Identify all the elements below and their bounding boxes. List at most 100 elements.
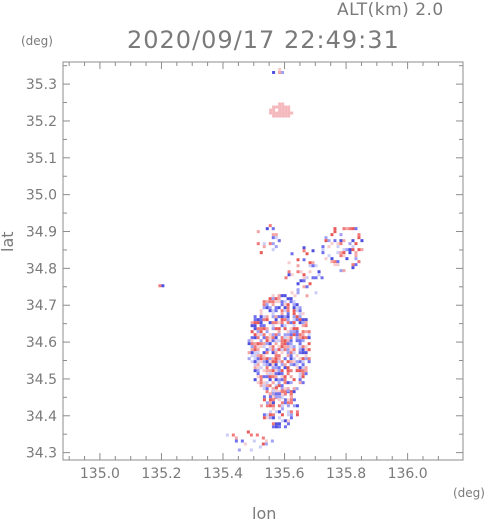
echo-point xyxy=(252,439,256,443)
echo-point xyxy=(277,425,281,429)
echo-point xyxy=(289,375,293,379)
echo-point xyxy=(301,318,305,322)
echo-point xyxy=(264,442,268,446)
echo-point xyxy=(253,324,257,328)
echo-point xyxy=(305,294,309,298)
echo-point xyxy=(289,410,293,414)
echo-point xyxy=(253,360,257,364)
echo-point xyxy=(298,357,302,361)
echo-point xyxy=(290,273,294,277)
echo-point xyxy=(330,257,334,261)
echo-point xyxy=(277,297,281,301)
echo-point xyxy=(271,300,275,304)
echo-point xyxy=(274,384,278,388)
echo-point xyxy=(274,297,278,301)
echo-point xyxy=(277,239,281,243)
echo-point xyxy=(271,345,275,349)
echo-point xyxy=(301,366,305,370)
echo-point xyxy=(256,372,260,376)
echo-point xyxy=(289,345,293,349)
echo-point xyxy=(265,318,269,322)
echo-point xyxy=(274,363,278,367)
echo-point xyxy=(283,425,287,429)
echo-point xyxy=(271,387,275,391)
echo-point xyxy=(250,348,254,352)
echo-point xyxy=(296,291,300,295)
echo-point xyxy=(262,381,266,385)
echo-point xyxy=(277,398,281,402)
echo-point xyxy=(301,348,305,352)
echo-point xyxy=(274,342,278,346)
echo-point xyxy=(330,233,334,237)
echo-point xyxy=(250,342,254,346)
echo-point xyxy=(307,357,311,361)
echo-point xyxy=(302,279,306,283)
echo-point xyxy=(277,416,281,420)
echo-point xyxy=(280,303,284,307)
echo-point xyxy=(292,306,296,310)
echo-point xyxy=(342,227,346,231)
echo-point xyxy=(351,227,355,231)
echo-point xyxy=(287,114,291,118)
echo-point xyxy=(262,387,266,391)
echo-point xyxy=(269,111,273,115)
echo-point xyxy=(271,333,275,337)
echo-point xyxy=(283,339,287,343)
echo-point xyxy=(253,357,257,361)
echo-point xyxy=(271,242,275,246)
echo-point xyxy=(302,249,306,253)
echo-point xyxy=(261,442,265,446)
echo-point xyxy=(274,360,278,364)
echo-point xyxy=(253,336,257,340)
echo-point xyxy=(253,345,257,349)
echo-point xyxy=(283,294,287,298)
echo-point xyxy=(301,351,305,355)
echo-point xyxy=(280,309,284,313)
echo-point xyxy=(250,354,254,358)
echo-point xyxy=(262,333,266,337)
echo-point xyxy=(292,360,296,364)
echo-point xyxy=(289,369,293,373)
echo-point xyxy=(289,416,293,420)
echo-point xyxy=(302,273,306,277)
echo-point xyxy=(280,321,284,325)
echo-point xyxy=(249,448,253,452)
echo-point xyxy=(321,248,325,252)
echo-point xyxy=(280,387,284,391)
echo-point xyxy=(351,245,355,249)
echo-point xyxy=(246,430,250,434)
echo-point xyxy=(264,439,268,443)
echo-point xyxy=(271,404,275,408)
y-tick-label: 34.4 xyxy=(26,409,57,425)
echo-point xyxy=(280,294,284,298)
echo-point xyxy=(292,363,296,367)
echo-point xyxy=(283,419,287,423)
echo-point xyxy=(299,270,303,274)
echo-point xyxy=(277,330,281,334)
echo-point xyxy=(311,276,315,280)
echo-point xyxy=(292,378,296,382)
echo-point xyxy=(265,357,269,361)
echo-point xyxy=(271,236,275,240)
echo-point xyxy=(295,318,299,322)
echo-point xyxy=(280,369,284,373)
echo-point xyxy=(314,276,318,280)
echo-point xyxy=(307,342,311,346)
echo-point xyxy=(342,251,346,255)
echo-point xyxy=(278,68,282,71)
echo-point xyxy=(280,419,284,423)
echo-point xyxy=(287,105,291,109)
echo-point xyxy=(250,339,254,343)
echo-point xyxy=(298,333,302,337)
echo-point xyxy=(253,315,257,319)
echo-point xyxy=(277,315,281,319)
echo-point xyxy=(289,327,293,331)
echo-point xyxy=(274,357,278,361)
echo-point xyxy=(286,321,290,325)
echo-point xyxy=(283,306,287,310)
echo-point xyxy=(268,339,272,343)
echo-point xyxy=(327,254,331,258)
echo-point xyxy=(301,375,305,379)
echo-point xyxy=(274,389,278,393)
echo-point xyxy=(304,366,308,370)
